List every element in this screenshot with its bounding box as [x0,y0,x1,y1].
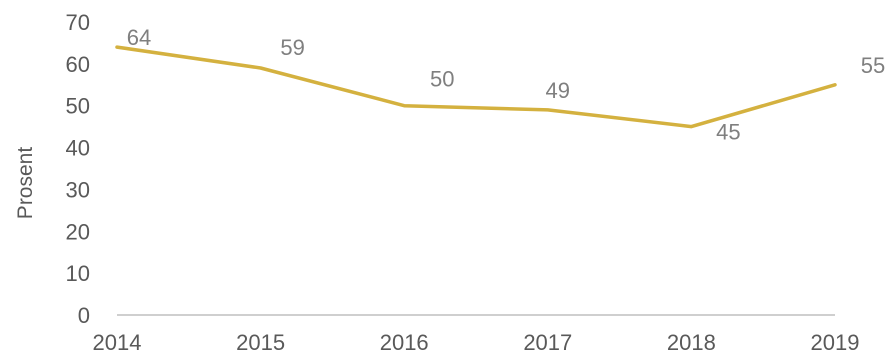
x-tick-label: 2015 [236,330,285,355]
x-tick-label: 2018 [667,330,716,355]
y-tick-label: 40 [66,136,90,161]
y-tick-label: 0 [78,303,90,328]
y-tick-label: 30 [66,177,90,202]
data-label: 49 [546,78,570,103]
series-line [115,45,837,129]
y-tick-label: 70 [66,10,90,35]
x-tick-label: 2019 [811,330,860,355]
y-tick-label: 50 [66,94,90,119]
data-label: 59 [280,35,304,60]
data-labels: 64 59 50 49 45 55 [127,25,885,145]
data-label: 64 [127,25,151,50]
x-tick-label: 2017 [523,330,572,355]
y-tick-label: 10 [66,261,90,286]
y-tick-label: 60 [66,52,90,77]
data-label: 45 [716,120,740,145]
data-label: 50 [430,67,454,92]
x-tick-label: 2014 [93,330,142,355]
y-axis-label: Prosent [14,147,37,220]
x-tick-labels: 2014 2015 2016 2017 2018 2019 [93,330,860,355]
x-tick-label: 2016 [380,330,429,355]
data-label: 55 [861,53,885,78]
y-tick-labels: 0 10 20 30 40 50 60 70 [66,10,90,328]
y-tick-label: 20 [66,219,90,244]
